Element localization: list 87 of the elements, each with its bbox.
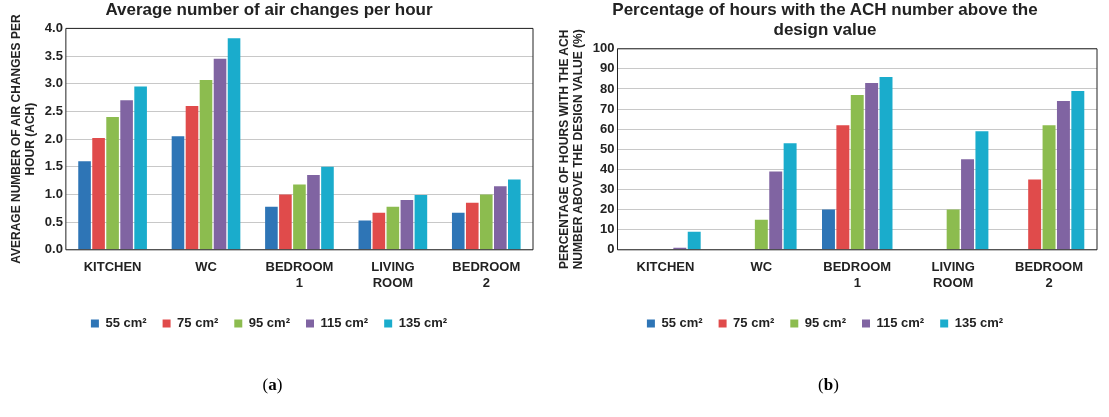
x-tick-label: LIVING ROOM [371, 259, 415, 290]
bar [106, 116, 119, 250]
y-tick-label: 100 [592, 40, 615, 56]
y-tick-label: 30 [600, 181, 615, 197]
y-tick-label: 20 [600, 201, 615, 217]
bar [451, 212, 465, 250]
y-tick-label: 2.0 [44, 130, 63, 146]
bar [465, 202, 479, 250]
bar [92, 137, 105, 250]
legend-label: 135 cm² [954, 315, 1004, 331]
y-tick-label: 3.5 [44, 47, 63, 63]
y-tick-label: 50 [600, 140, 615, 156]
bar [185, 105, 199, 250]
bar [171, 136, 185, 250]
y-tick-label: 0 [607, 241, 615, 257]
legend-label: 75 cm² [177, 315, 219, 331]
legend-label: 95 cm² [804, 315, 847, 331]
bar [961, 159, 975, 250]
y-tick-label: 80 [600, 80, 615, 96]
bar [1071, 91, 1085, 250]
bar [372, 212, 386, 250]
y-tick-label: 2.5 [44, 103, 63, 118]
legend-label: 135 cm² [398, 315, 448, 331]
x-tick-label: BEDROOM 2 [452, 259, 521, 290]
x-tick-label: KITCHEN [636, 259, 695, 275]
bar [783, 143, 797, 250]
legend-label: 95 cm² [248, 315, 291, 331]
bar [1042, 125, 1056, 250]
bar [199, 79, 213, 250]
bar [386, 206, 400, 250]
y-tick-label: 10 [600, 221, 615, 237]
bar [1056, 101, 1070, 250]
bar [754, 219, 768, 250]
bar [265, 206, 278, 250]
bar [946, 209, 960, 250]
bar [358, 220, 372, 250]
chart-title: Average number of air changes per hour [105, 0, 433, 19]
y-axis-title: AVERAGE NUMBER OF AIR CHANGES PER HOUR (ACH) [8, 14, 37, 264]
bar [836, 125, 850, 250]
y-tick-label: 60 [600, 120, 615, 136]
y-tick-label: 0.0 [44, 241, 63, 257]
y-tick-label: 1.0 [44, 186, 63, 202]
bar [321, 166, 334, 250]
bar [822, 209, 835, 250]
y-tick-label: 40 [600, 160, 615, 176]
bar [479, 194, 493, 250]
x-tick-label: WC [750, 259, 773, 275]
y-tick-label: 70 [600, 100, 615, 116]
y-tick-label: 4.0 [44, 19, 63, 35]
bar [78, 161, 91, 250]
bar [1028, 179, 1042, 250]
legend-label: 55 cm² [661, 315, 704, 331]
text: (b) [817, 375, 840, 395]
legend-label: 115 cm² [876, 315, 925, 331]
y-tick-label: 90 [600, 60, 615, 76]
x-tick-label: KITCHEN [83, 259, 142, 275]
y-tick-label: 1.5 [44, 158, 63, 174]
bar [508, 179, 521, 250]
x-tick-label: BEDROOM 1 [265, 259, 334, 290]
bar [213, 58, 227, 250]
legend-label: 115 cm² [320, 315, 369, 331]
bar [975, 131, 989, 250]
bar [120, 100, 133, 250]
x-tick-label: WC [195, 259, 218, 275]
bar [769, 171, 783, 250]
bar [494, 186, 507, 250]
x-tick-label: BEDROOM 1 [823, 259, 892, 290]
bar [865, 82, 879, 250]
bar [134, 86, 147, 250]
chart-title: Percentage of hours with the ACH number above the design value [612, 0, 1038, 40]
bar [279, 194, 292, 250]
bar [414, 195, 428, 250]
bar [227, 38, 241, 250]
y-tick-label: 3.0 [44, 75, 63, 91]
y-tick-label: 0.5 [44, 213, 63, 229]
text: (a) [261, 375, 284, 395]
bar [879, 76, 893, 250]
legend-label: 75 cm² [733, 315, 775, 331]
y-axis-title: PERCENTAGE OF HOURS WITH THE ACH NUMBER ABOVE THE DESIGN VALUE (%) [556, 29, 585, 270]
x-tick-label: BEDROOM 2 [1015, 259, 1083, 290]
bar [400, 199, 414, 250]
bar [687, 231, 701, 250]
legend-label: 55 cm² [105, 315, 148, 331]
bar [307, 175, 320, 250]
x-tick-label: LIVING ROOM [931, 259, 975, 290]
bar [850, 95, 864, 250]
bar [293, 184, 306, 250]
